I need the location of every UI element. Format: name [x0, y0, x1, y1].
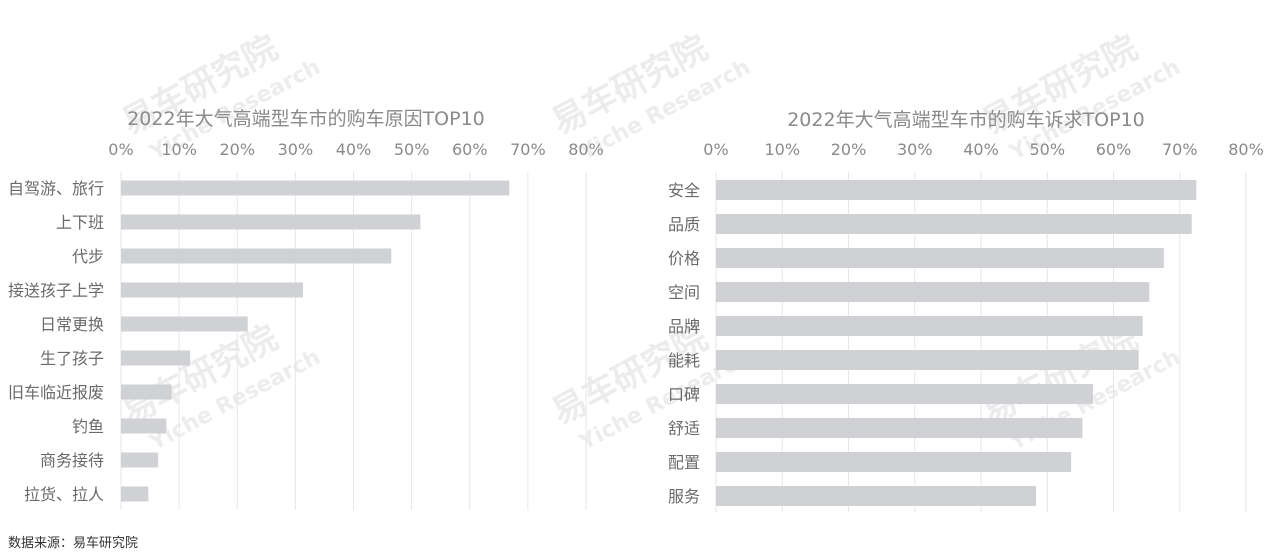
- bar: [121, 248, 392, 264]
- bar: [121, 486, 149, 502]
- category-label: 价格: [668, 249, 700, 268]
- bar: [716, 486, 1036, 506]
- x-tick-label: 20%: [831, 140, 867, 159]
- x-tick-label: 50%: [1029, 140, 1065, 159]
- category-label: 品牌: [668, 317, 700, 336]
- category-label: 上下班: [56, 213, 104, 232]
- bar: [716, 316, 1143, 336]
- category-label: 日常更换: [40, 315, 104, 334]
- bar: [716, 452, 1072, 472]
- category-label: 品质: [668, 215, 700, 234]
- x-tick-label: 30%: [897, 140, 933, 159]
- category-label: 空间: [668, 283, 700, 302]
- category-label: 接送孩子上学: [8, 281, 104, 300]
- x-tick-label: 10%: [161, 140, 197, 159]
- x-tick-label: 0%: [703, 140, 728, 159]
- bar: [716, 180, 1197, 200]
- x-tick-label: 50%: [394, 140, 430, 159]
- x-tick-label: 40%: [336, 140, 372, 159]
- x-tick-label: 70%: [510, 140, 546, 159]
- category-label: 配置: [668, 453, 700, 472]
- chart-title: 2022年大气高端型车市的购车原因TOP10: [127, 108, 485, 130]
- category-label: 代步: [72, 247, 104, 266]
- category-label: 能耗: [668, 351, 700, 370]
- x-tick-label: 0%: [108, 140, 133, 159]
- chart-title: 2022年大气高端型车市的购车诉求TOP10: [787, 109, 1145, 131]
- category-label: 商务接待: [40, 451, 104, 470]
- category-label: 服务: [668, 487, 700, 506]
- category-label: 生了孩子: [40, 349, 104, 368]
- chart-demands: 2022年大气高端型车市的购车诉求TOP10 0% 10% 20% 30% 40% 50% 6…: [668, 109, 1264, 512]
- x-tick-label: 10%: [764, 140, 800, 159]
- bar: [121, 316, 248, 332]
- x-tick-label: 30%: [278, 140, 314, 159]
- bar: [121, 384, 172, 400]
- x-tick-label: 60%: [1096, 140, 1132, 159]
- bar: [716, 282, 1150, 302]
- bar: [121, 350, 191, 366]
- bar: [121, 418, 167, 434]
- category-label: 口碑: [668, 385, 700, 404]
- category-label: 旧车临近报废: [8, 383, 104, 402]
- category-label: 拉货、拉人: [24, 485, 104, 504]
- bar: [121, 452, 159, 468]
- bar: [716, 350, 1139, 370]
- category-label: 钓鱼: [72, 417, 104, 436]
- x-tick-label: 20%: [219, 140, 255, 159]
- category-label: 自驾游、旅行: [8, 179, 104, 198]
- bar: [121, 282, 303, 298]
- x-tick-label: 40%: [963, 140, 999, 159]
- x-tick-label: 60%: [452, 140, 488, 159]
- data-source-note: 数据来源：易车研究院: [8, 536, 139, 551]
- bar: [716, 248, 1164, 268]
- bar: [716, 384, 1093, 404]
- x-tick-label: 70%: [1162, 140, 1198, 159]
- x-tick-label: 80%: [568, 140, 604, 159]
- category-label: 舒适: [668, 419, 700, 438]
- x-tick-label: 80%: [1228, 140, 1264, 159]
- chart-reasons: 2022年大气高端型车市的购车原因TOP10 0% 10% 20% 30% 40% 50% 6…: [8, 108, 604, 510]
- bar: [716, 214, 1192, 234]
- bar: [121, 214, 421, 230]
- bar: [716, 418, 1083, 438]
- category-label: 安全: [668, 181, 700, 200]
- bar: [121, 180, 510, 196]
